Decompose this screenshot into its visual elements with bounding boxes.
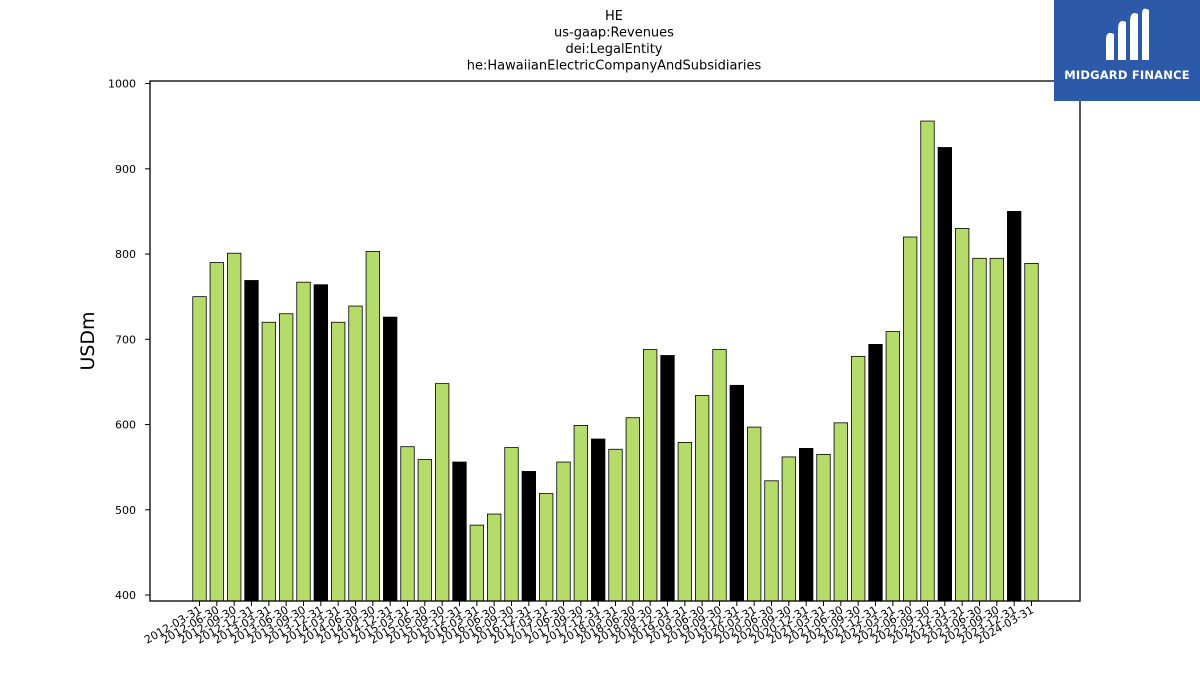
bar-2017-12-31 (591, 438, 606, 602)
bars (192, 120, 1039, 602)
bar-2020-06-30 (764, 480, 779, 602)
bar-2020-09-30 (781, 456, 796, 602)
y-tick-label: 400 (115, 589, 136, 602)
bar-2015-06-30 (417, 459, 432, 602)
bar-2019-09-30 (712, 349, 727, 602)
bar-2019-06-30 (695, 395, 710, 602)
bar-2022-12-31 (937, 147, 952, 602)
bar-2017-06-30 (556, 461, 571, 602)
bar-2017-09-30 (573, 424, 588, 602)
bar-2022-03-31 (885, 331, 900, 602)
midgard-finance-logo: MIDGARD FINANCE (1054, 0, 1200, 101)
bar-2019-12-31 (729, 384, 744, 602)
bar-2013-09-30 (296, 281, 311, 602)
bar-2012-12-31 (244, 280, 259, 602)
bar-2016-06-30 (487, 513, 502, 602)
bar-2018-09-30 (643, 349, 658, 602)
y-tick-label: 500 (115, 504, 136, 517)
chart-title-line: HE (605, 9, 623, 24)
bar-2021-12-31 (868, 344, 883, 602)
bar-2013-03-31 (261, 321, 276, 602)
y-axis: 400 500 600 700 800 900 1000 (108, 78, 150, 602)
bar-2022-06-30 (903, 236, 918, 602)
chart-title-line: dei:LegalEntity (565, 42, 662, 57)
y-tick-label: 800 (115, 248, 136, 261)
bar-2014-03-31 (331, 321, 346, 602)
bar-2022-09-30 (920, 120, 935, 602)
bar-2013-06-30 (279, 313, 294, 602)
bar-2013-12-31 (313, 284, 328, 602)
logo-mark-icon (1106, 8, 1149, 61)
bar-2014-09-30 (365, 251, 380, 602)
bar-2020-12-31 (799, 448, 814, 602)
bar-2015-03-31 (400, 446, 415, 602)
bar-2015-12-31 (452, 461, 467, 602)
bar-2023-12-31 (1007, 211, 1022, 602)
x-axis: 2012-03-312012-06-302012-09-302012-12-31… (142, 601, 1036, 647)
bar-2012-06-30 (209, 262, 224, 602)
bar-2021-06-30 (833, 422, 848, 602)
bar-2021-03-31 (816, 453, 831, 602)
bar-2014-12-31 (383, 316, 398, 602)
bar-2018-12-31 (660, 355, 675, 602)
bar-2023-03-31 (955, 228, 970, 602)
bar-2012-03-31 (192, 296, 207, 602)
bar-2023-06-30 (972, 257, 987, 602)
y-axis-label: USDm (77, 311, 99, 370)
bar-2016-03-31 (469, 524, 484, 602)
bar-2016-12-31 (521, 471, 536, 602)
bar-2018-06-30 (625, 417, 640, 602)
bar-2015-09-30 (435, 383, 450, 602)
chart-title-line: he:HawaiianElectricCompanyAndSubsidiarie… (467, 59, 762, 74)
bar-2016-09-30 (504, 447, 519, 602)
y-tick-label: 600 (115, 419, 136, 432)
chart-title-line: us-gaap:Revenues (554, 26, 674, 41)
bar-2020-03-31 (747, 426, 762, 602)
bar-2017-03-31 (539, 493, 554, 602)
bar-2018-03-31 (608, 448, 623, 602)
bar-2024-03-31 (1024, 263, 1039, 602)
bar-2023-09-30 (989, 257, 1004, 602)
bar-2019-03-31 (677, 442, 692, 602)
y-tick-label: 1000 (108, 78, 136, 91)
y-tick-label: 700 (115, 333, 136, 346)
bar-2021-09-30 (851, 355, 866, 602)
y-tick-label: 900 (115, 163, 136, 176)
logo-text: MIDGARD FINANCE (1064, 68, 1190, 82)
bar-2014-06-30 (348, 305, 363, 602)
bar-2012-09-30 (227, 252, 242, 602)
